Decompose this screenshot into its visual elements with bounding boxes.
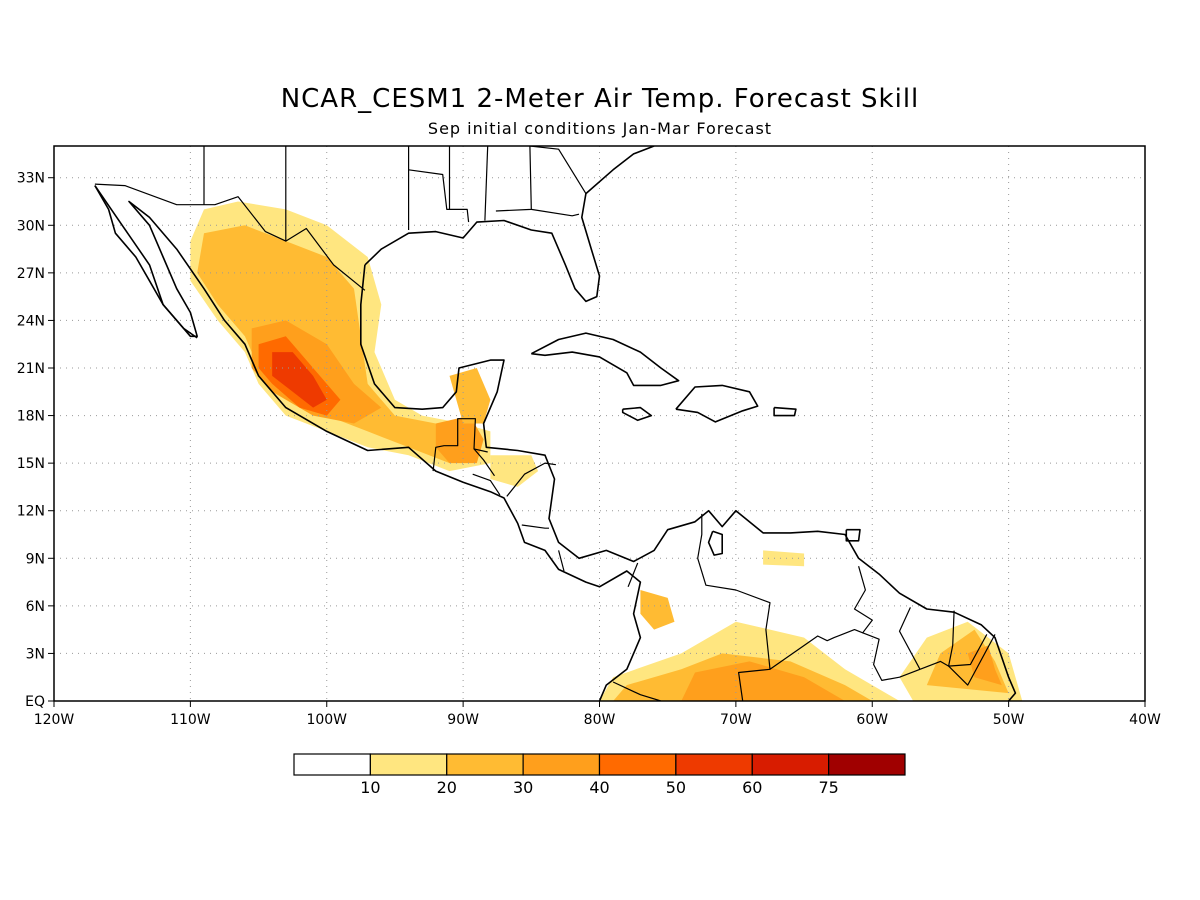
colorbar-swatch [828, 753, 906, 776]
skill-region-colombia [640, 590, 675, 630]
plot-frame [53, 145, 1146, 702]
coastline-north-america-coast [94, 185, 642, 701]
border-central-america-borders [473, 448, 495, 477]
lon-tick-label: 80W [584, 712, 616, 728]
colorbar-swatch [369, 753, 448, 776]
coastline-baja-west [94, 185, 198, 339]
coastline-gulf-coast [359, 264, 1017, 701]
border-us-mexico-border [94, 183, 366, 291]
colorbar-label: 30 [513, 778, 533, 797]
border-central-america-borders [521, 524, 549, 529]
coastline-us-gulf-coast [364, 146, 655, 303]
border-us-states [531, 208, 580, 217]
border-central-america-borders [472, 473, 501, 496]
latitude-labels: 33N 30N 27N 24N 21N 18N 15N 12N 9N 6N 3N EQ [17, 171, 45, 710]
gridlines [48, 146, 1146, 707]
coastline-hispaniola [675, 384, 759, 423]
border-south-america-borders [853, 566, 921, 682]
lon-tick-label: 110W [170, 712, 211, 728]
border-central-america-borders [558, 550, 565, 572]
lat-tick-label: 21N [17, 361, 45, 377]
coastline-lake-maracaibo [707, 530, 724, 556]
colorbar-label: 40 [589, 778, 609, 797]
lon-tick-label: 50W [993, 712, 1025, 728]
lon-tick-label: 120W [34, 712, 75, 728]
colorbar-label: 60 [742, 778, 762, 797]
skill-region-yucatan [449, 368, 491, 424]
skill-region-amazon [681, 661, 845, 701]
chart-title: NCAR_CESM1 2-Meter Air Temp. Forecast Sk… [280, 84, 920, 114]
lon-tick-label: 70W [720, 712, 752, 728]
border-south-america-borders [898, 607, 921, 670]
skill-region-venezuela-spot [763, 550, 805, 567]
border-panama-colombia [627, 562, 639, 588]
border-brazil-amapa [948, 634, 996, 686]
skill-region-honduras [490, 455, 539, 487]
lat-tick-label: 18N [17, 409, 45, 425]
lon-tick-label: 100W [306, 712, 347, 728]
lat-tick-label: 33N [17, 171, 45, 187]
colorbar-swatch [522, 753, 601, 776]
colorbar-label: 75 [818, 778, 838, 797]
border-us-states [484, 146, 489, 221]
border-layer [94, 146, 996, 701]
coastline-cuba [530, 332, 680, 387]
lon-tick-label: 60W [856, 712, 888, 728]
lat-tick-label: 6N [26, 599, 45, 615]
border-south-america-borders [769, 628, 863, 670]
lat-tick-label: EQ [25, 694, 45, 710]
lat-tick-label: 30N [17, 218, 45, 234]
coastline-layer [94, 146, 1017, 701]
colorbar-swatch [446, 753, 524, 776]
colorbar-swatch [675, 753, 753, 776]
border-ecuador-border [612, 681, 662, 701]
lat-tick-label: 15N [17, 456, 45, 472]
border-brazil-inner [919, 660, 949, 670]
border-us-states [495, 146, 532, 212]
border-south-america-borders [697, 513, 771, 701]
border-us-states [408, 169, 470, 230]
colorbar-label: 50 [666, 778, 686, 797]
skill-region-guatemala [435, 415, 484, 464]
colorbar-swatch [751, 753, 830, 776]
skill-region-guianas [967, 645, 1002, 686]
lat-tick-label: 24N [17, 313, 45, 329]
colorbar-swatch [598, 753, 677, 776]
colorbar-label: 20 [437, 778, 457, 797]
colorbar: 10 20 30 40 50 60 75 [293, 753, 906, 797]
lat-tick-label: 9N [26, 551, 45, 567]
colorbar-swatch [293, 753, 371, 776]
coastline-trinidad [845, 528, 861, 542]
lat-tick-label: 27N [17, 266, 45, 282]
border-guatemala-border [432, 418, 488, 472]
chart-subtitle: Sep initial conditions Jan-Mar Forecast [427, 119, 773, 138]
skill-shading-layer [190, 201, 1023, 701]
coastline-jamaica [621, 406, 653, 422]
lat-tick-label: 12N [17, 504, 45, 520]
longitude-labels: 120W 110W 100W 90W 80W 70W 60W 50W 40W [34, 712, 1161, 728]
skill-region-central-mexico [272, 352, 327, 408]
border-central-america-borders [506, 462, 556, 497]
border-us-states [529, 146, 587, 194]
lon-tick-label: 90W [447, 712, 479, 728]
lon-tick-label: 40W [1129, 712, 1161, 728]
colorbar-label: 10 [360, 778, 380, 797]
lat-tick-label: 3N [26, 646, 45, 662]
coastline-puerto-rico [773, 406, 797, 417]
skill-region-north-mexico [197, 225, 477, 464]
